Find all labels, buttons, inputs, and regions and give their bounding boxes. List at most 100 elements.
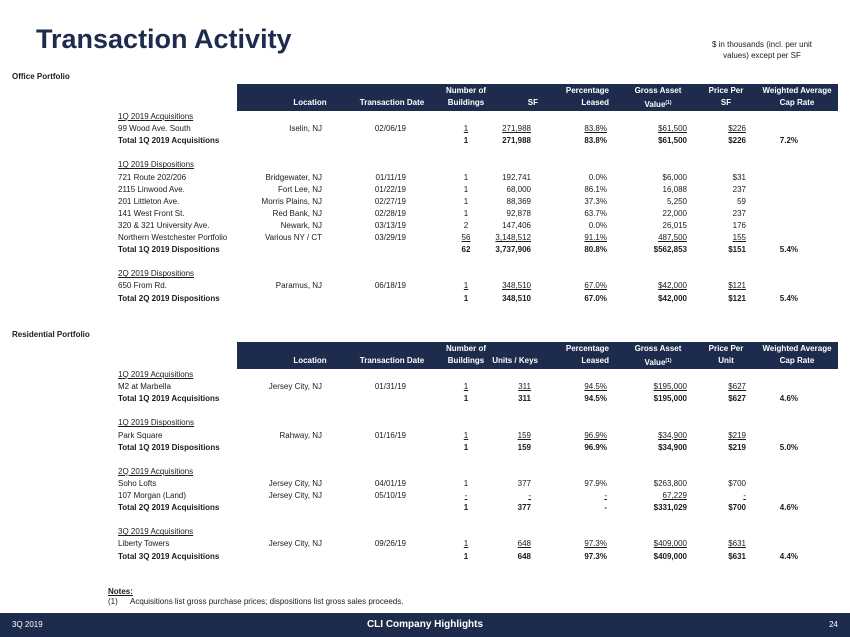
page-number: 24	[829, 620, 838, 629]
cell: $263,800	[653, 478, 687, 488]
cell: $121	[728, 281, 746, 291]
property-name: 721 Route 202/206	[118, 172, 187, 182]
cell: $627	[728, 382, 746, 392]
property-name: 107 Morgan (Land)	[118, 491, 187, 500]
total-cell: $409,000	[653, 551, 687, 561]
total-cell: -	[604, 503, 607, 513]
total-cell: 1	[463, 551, 469, 561]
cell: 1	[463, 539, 469, 549]
cell: 68,000	[506, 184, 531, 194]
total-label: Total 1Q 2019 Acquisitions	[118, 136, 220, 146]
cell: 05/10/19	[374, 491, 406, 500]
cell: 03/13/19	[374, 220, 406, 230]
group-label: 2Q 2019 Dispositions	[118, 269, 195, 279]
cell: Fort Lee, NJ	[277, 184, 322, 194]
cell: Bridgewater, NJ	[265, 172, 322, 182]
section-title: Residential Portfolio	[12, 330, 90, 339]
footnote-ref: (1)	[665, 358, 672, 364]
cell: -	[743, 491, 746, 500]
cell: 59	[737, 196, 746, 206]
total-cell: $34,900	[658, 442, 687, 452]
column-header: Percentage	[565, 344, 609, 353]
cell: $226	[728, 124, 746, 134]
total-cell: $219	[728, 442, 746, 452]
cell: $34,900	[658, 430, 687, 440]
total-cell: 4.6%	[779, 503, 798, 513]
column-header: Value(1)	[644, 355, 671, 367]
total-cell: 311	[518, 394, 531, 404]
cell: Jersey City, NJ	[268, 382, 322, 392]
cell: 1	[463, 196, 469, 206]
cell: 22,000	[662, 208, 687, 218]
column-header: SF	[527, 98, 538, 107]
cell: 1	[463, 172, 469, 182]
cell: Iselin, NJ	[289, 124, 322, 134]
total-cell: 83.8%	[584, 136, 607, 146]
total-cell: $151	[728, 245, 746, 255]
property-name: Northern Westchester Portfolio	[118, 233, 228, 242]
cell: 02/27/19	[374, 196, 406, 206]
total-cell: $226	[728, 136, 746, 146]
cell: 91.1%	[584, 233, 607, 242]
section-title: Office Portfolio	[12, 72, 70, 81]
cell: $6,000	[662, 172, 687, 182]
header-bar	[237, 342, 838, 369]
cell: 0.0%	[588, 220, 607, 230]
property-name: M2 at Marbella	[118, 382, 171, 392]
total-cell: 4.6%	[779, 394, 798, 404]
column-header: Weighted Average	[762, 344, 832, 353]
cell: 06/18/19	[374, 281, 406, 291]
cell: 1	[463, 124, 469, 134]
column-header: Value(1)	[644, 97, 671, 109]
total-label: Total 1Q 2019 Acquisitions	[118, 394, 220, 404]
cell: 04/01/19	[374, 478, 406, 488]
column-header: Unit	[718, 356, 734, 365]
total-cell: $42,000	[658, 293, 687, 303]
cell: 01/16/19	[374, 430, 406, 440]
total-cell: 67.0%	[584, 293, 607, 303]
total-cell: 1	[463, 136, 469, 146]
cell: 02/28/19	[374, 208, 406, 218]
total-cell: 3,737,906	[495, 245, 531, 255]
column-header: Location	[293, 98, 327, 107]
cell: Red Bank, NJ	[272, 208, 322, 218]
total-label: Total 1Q 2019 Dispositions	[118, 245, 220, 255]
total-cell: 4.4%	[779, 551, 798, 561]
units-note: values) except per SF	[723, 51, 801, 60]
cell: 3,148,512	[495, 233, 531, 242]
column-header: Buildings	[447, 98, 485, 107]
cell: 377	[517, 478, 531, 488]
total-cell: 97.3%	[584, 551, 607, 561]
note-text: Acquisitions list gross purchase prices;…	[130, 597, 404, 606]
total-cell: 5.4%	[779, 293, 798, 303]
cell: $409,000	[653, 539, 687, 549]
cell: 09/26/19	[374, 539, 406, 549]
cell: 26,015	[662, 220, 687, 230]
cell: 311	[518, 382, 531, 392]
cell: Morris Plains, NJ	[261, 196, 322, 206]
cell: $195,000	[653, 382, 687, 392]
total-label: Total 2Q 2019 Dispositions	[118, 293, 220, 303]
cell: 0.0%	[588, 172, 607, 182]
note-marker: (1)	[108, 597, 118, 606]
property-name: 2115 Linwood Ave.	[118, 184, 185, 194]
total-cell: 1	[463, 293, 469, 303]
cell: 56	[461, 233, 471, 242]
total-cell: 80.8%	[584, 245, 607, 255]
total-cell: 5.0%	[779, 442, 798, 452]
cell: 83.8%	[584, 124, 607, 134]
total-cell: $700	[728, 503, 746, 513]
cell: 67,229	[662, 491, 687, 500]
total-cell: 62	[461, 245, 471, 255]
footer-bar	[0, 613, 850, 637]
cell: 1	[463, 430, 469, 440]
total-cell: $631	[728, 551, 746, 561]
cell: 03/29/19	[374, 233, 406, 242]
header-bar	[237, 84, 838, 111]
cell: 96.9%	[584, 430, 607, 440]
column-header-text: Value	[644, 358, 666, 367]
footnote-ref: (1)	[665, 100, 672, 106]
cell: $42,000	[658, 281, 687, 291]
column-header: Number of	[446, 86, 486, 95]
column-header: Gross Asset	[634, 344, 682, 353]
